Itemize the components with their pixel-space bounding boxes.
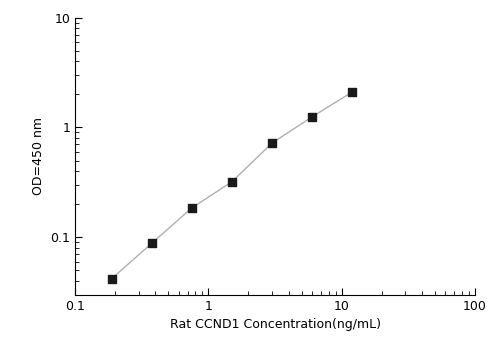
Point xyxy=(148,241,156,246)
Point xyxy=(188,205,196,211)
Point xyxy=(348,89,356,95)
Point xyxy=(108,276,116,282)
X-axis label: Rat CCND1 Concentration(ng/mL): Rat CCND1 Concentration(ng/mL) xyxy=(170,318,380,331)
Point xyxy=(228,179,236,185)
Point xyxy=(268,140,276,146)
Y-axis label: OD=450 nm: OD=450 nm xyxy=(32,117,44,195)
Point xyxy=(308,114,316,120)
